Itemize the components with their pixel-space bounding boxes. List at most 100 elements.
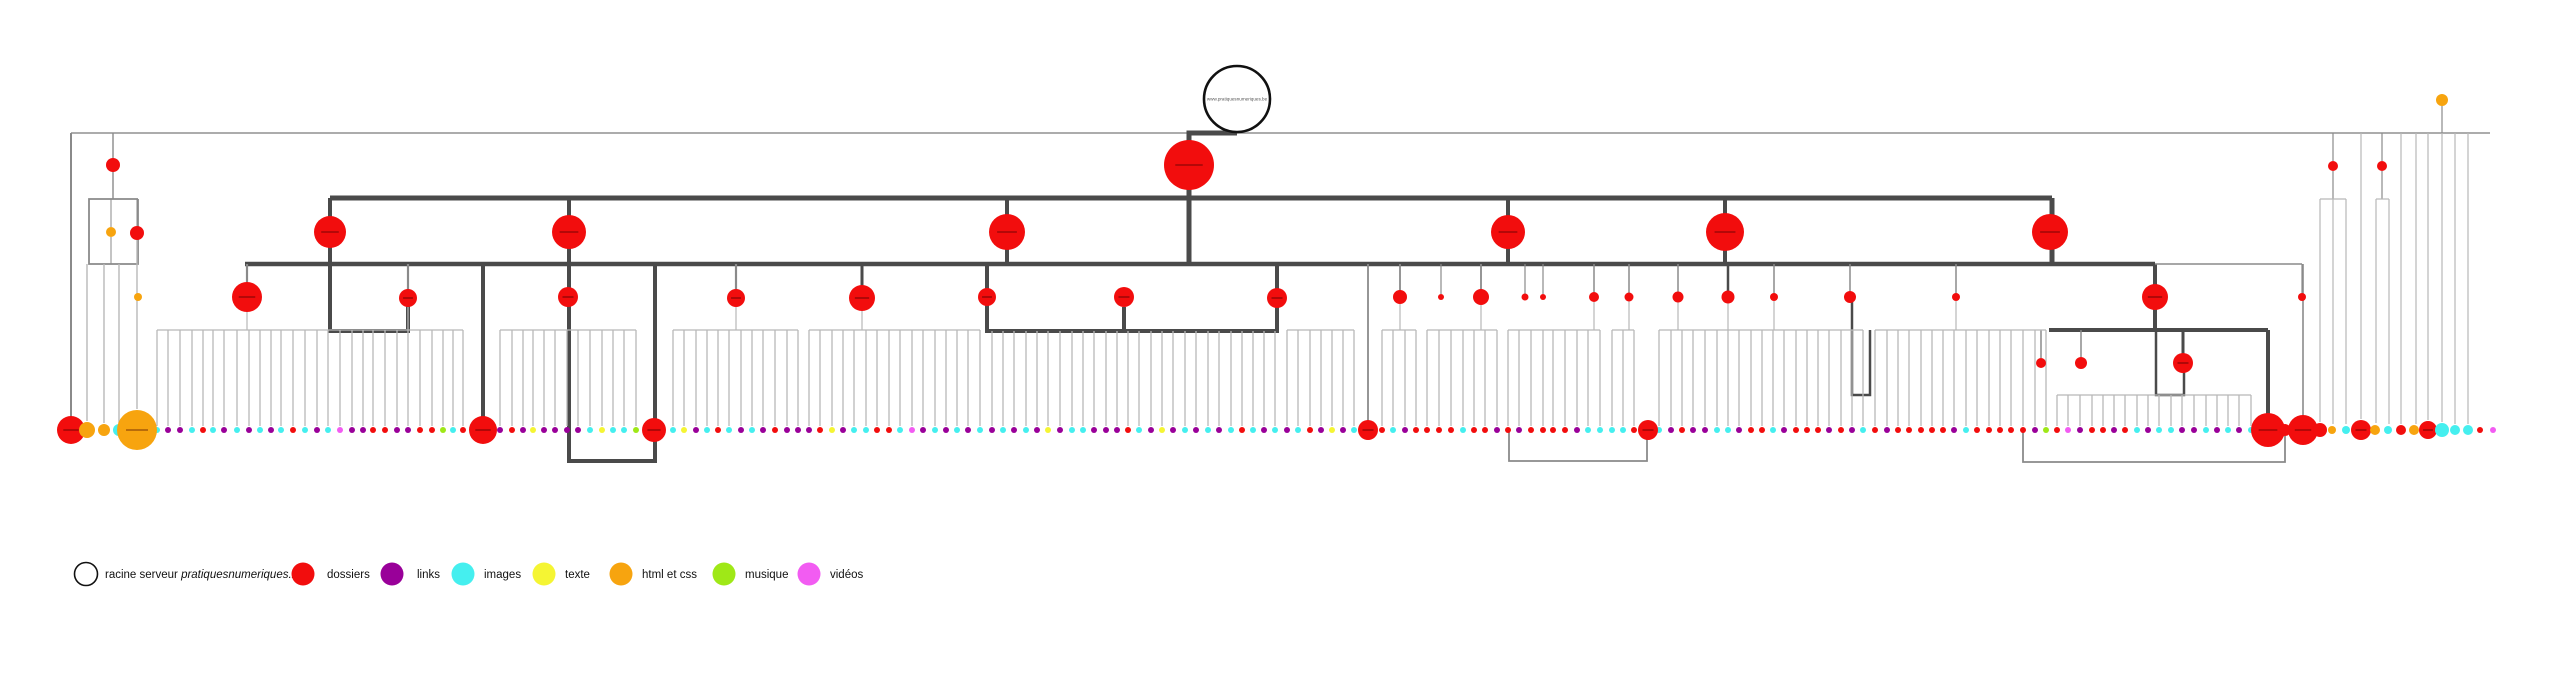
folder-node	[1721, 290, 1735, 304]
folder-node	[1952, 293, 1960, 301]
leaf-dot	[417, 427, 423, 433]
leaf-dot	[886, 427, 892, 433]
leaf-dot	[1505, 427, 1511, 433]
leaf-dot	[1668, 427, 1674, 433]
leaf-dot	[670, 427, 676, 433]
leaf-dot	[1884, 427, 1890, 433]
leaf-dot	[165, 427, 171, 433]
leaf-dot	[1838, 427, 1844, 433]
leaf-dot	[1528, 427, 1534, 433]
leaf-dot	[965, 427, 971, 433]
leaf-dot	[382, 427, 388, 433]
leaf-dot	[450, 427, 456, 433]
folder-node	[849, 285, 875, 311]
leaf-dot	[2168, 427, 2174, 433]
leaf-dot	[633, 427, 639, 433]
folder-node	[558, 287, 578, 307]
root-label: www.pratiquesnumeriques.be	[1207, 97, 1268, 102]
leaf-node	[57, 416, 85, 444]
leaf-dot	[715, 427, 721, 433]
leaf-dot	[726, 427, 732, 433]
folder-node	[232, 282, 262, 312]
leaf-dot	[1540, 427, 1546, 433]
leaf-dot	[1091, 427, 1097, 433]
leaf-dot	[1550, 427, 1556, 433]
leaf-dot	[1770, 427, 1776, 433]
legend-label: dossiers	[327, 569, 370, 581]
folder-node	[1521, 293, 1529, 301]
leaf-node	[2477, 427, 2483, 433]
leaf-dot	[874, 427, 880, 433]
leaf-dot	[704, 427, 710, 433]
leaf-dot	[1011, 427, 1017, 433]
leaf-dot	[1849, 427, 1855, 433]
folder-node	[989, 214, 1025, 250]
legend-label: texte	[565, 569, 590, 581]
folder-node	[978, 288, 996, 306]
leaf-dot	[989, 427, 995, 433]
leaf-dot	[564, 427, 570, 433]
leaf-dot	[1193, 427, 1199, 433]
leaf-dot	[851, 427, 857, 433]
leaf-dot	[2203, 427, 2209, 433]
leaf-dot	[2134, 427, 2140, 433]
leaf-dot	[1307, 427, 1313, 433]
leaf-dot	[189, 427, 195, 433]
leaf-node	[2396, 425, 2406, 435]
leaf-dot	[1170, 427, 1176, 433]
leaf-dot	[200, 427, 206, 433]
legend-label: images	[484, 569, 521, 581]
edge	[567, 264, 657, 463]
leaf-node	[2419, 421, 2437, 439]
folder-node	[1589, 292, 1599, 302]
leaf-dot	[1759, 427, 1765, 433]
leaf-dot	[1034, 427, 1040, 433]
folder-node	[314, 216, 346, 248]
folder-node	[1393, 290, 1407, 304]
leaf-dot	[1793, 427, 1799, 433]
leaf-dot	[1436, 427, 1442, 433]
leaf-dot	[1402, 427, 1408, 433]
leaf-dot	[1597, 427, 1603, 433]
legend-label: racine serveur pratiquesnumeriques.be	[105, 569, 304, 581]
leaf-node	[2342, 426, 2350, 434]
leaf-dot	[1986, 427, 1992, 433]
leaf-dot	[509, 427, 515, 433]
leaf-node	[2351, 420, 2371, 440]
leaf-dot	[1460, 427, 1466, 433]
leaf-dot	[1103, 427, 1109, 433]
leaf-dot	[1585, 427, 1591, 433]
leaf-dot	[1748, 427, 1754, 433]
folder-node	[727, 289, 745, 307]
leaf-dot	[1781, 427, 1787, 433]
leaf-dot	[977, 427, 983, 433]
folder-node	[1770, 293, 1778, 301]
folder-node	[134, 293, 142, 301]
leaf-dot	[1690, 427, 1696, 433]
legend-label: vidéos	[830, 569, 863, 581]
leaf-dot	[749, 427, 755, 433]
leaf-dot	[1295, 427, 1301, 433]
leaf-dot	[246, 427, 252, 433]
leaf-dot	[1494, 427, 1500, 433]
leaf-dot	[541, 427, 547, 433]
leaf-dot	[2191, 427, 2197, 433]
leaf-dot	[1318, 427, 1324, 433]
leaf-dot	[784, 427, 790, 433]
leaf-dot	[1702, 427, 1708, 433]
folder-node	[1624, 292, 1634, 302]
leaf-dot	[2236, 427, 2242, 433]
leaf-dot	[2100, 427, 2106, 433]
leaf-dot	[337, 427, 343, 433]
leaf-dot	[2156, 427, 2162, 433]
leaf-dot	[497, 427, 503, 433]
leaf-dot	[370, 427, 376, 433]
leaf-dot	[1940, 427, 1946, 433]
leaf-dot	[909, 427, 915, 433]
leaf-dot	[221, 427, 227, 433]
leaf-dot	[738, 427, 744, 433]
leaf-dot	[1872, 427, 1878, 433]
leaf-dot	[520, 427, 526, 433]
leaf-node	[2279, 424, 2291, 436]
folder-node	[130, 226, 144, 240]
